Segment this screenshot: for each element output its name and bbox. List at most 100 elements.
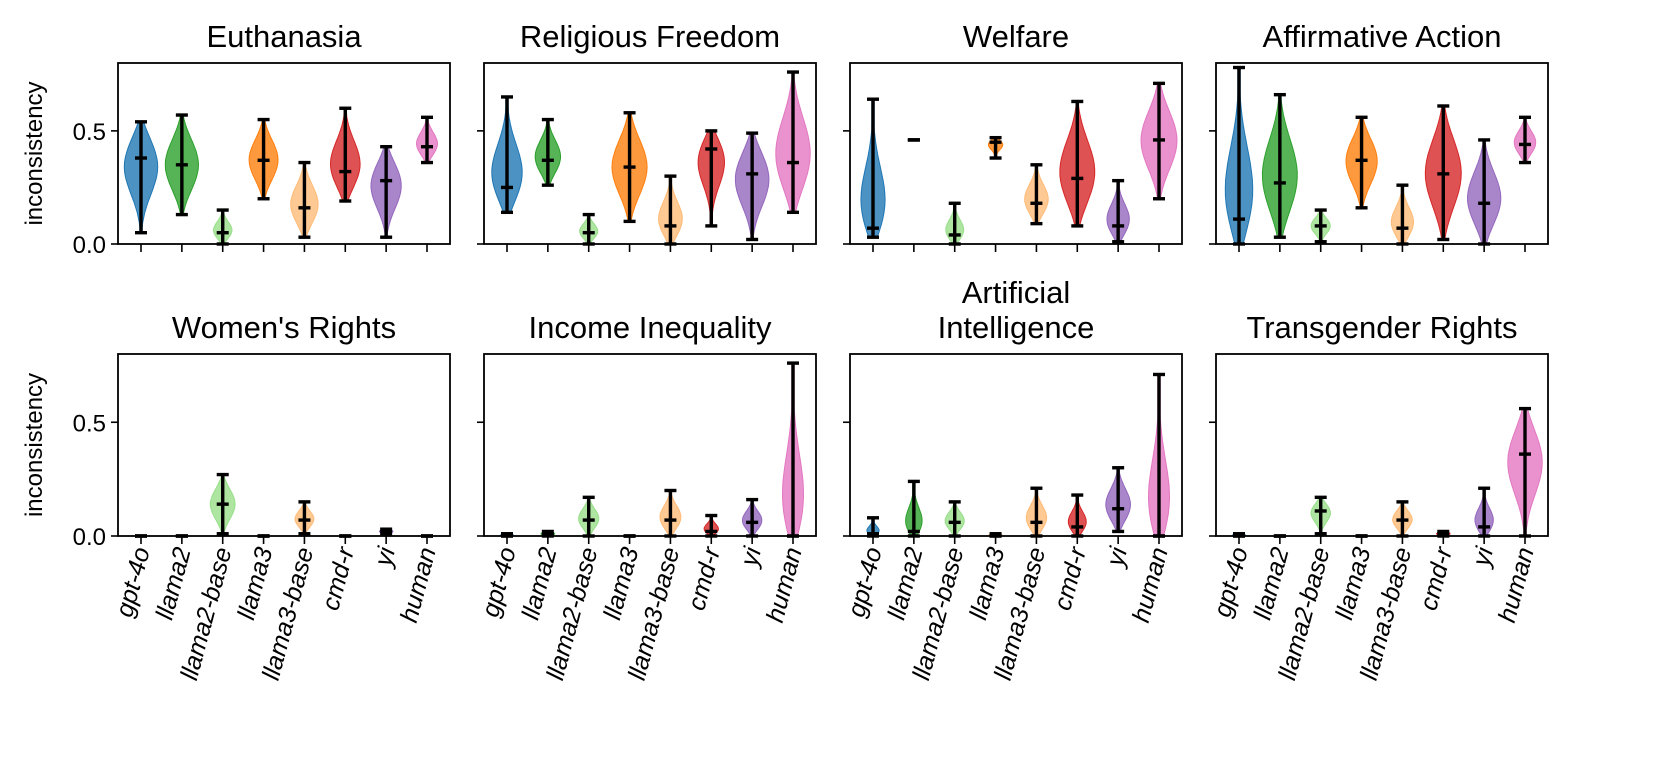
panel-frame [849, 353, 1183, 537]
panel-title-line: Income Inequality [529, 310, 772, 345]
violin-llama3 [1345, 115, 1378, 210]
panel-title: Artificial Intelligence [938, 275, 1095, 345]
violin-human [775, 70, 811, 215]
violin-yi [1466, 138, 1502, 246]
violin-yi [1105, 466, 1132, 534]
x-tick-label: llama3 [1330, 544, 1376, 622]
x-tick-label: llama3 [964, 544, 1010, 622]
y-tick-label: 0.0 [73, 232, 106, 259]
violin-llama2 [164, 113, 200, 217]
violin-llama3-base [1024, 163, 1049, 226]
panel-title-line: Euthanasia [206, 19, 362, 54]
x-tick-label: llama2 [1249, 544, 1295, 622]
x-tick-label: human [761, 544, 808, 625]
violin-cmd-r [703, 513, 719, 538]
violin-human [1513, 115, 1537, 165]
violin-cmd-r [697, 129, 726, 228]
y-tick-label: 0.5 [73, 119, 106, 146]
panel-title: Women's Rights [172, 310, 396, 345]
violin-yi [378, 527, 394, 536]
x-tick-label: yi [735, 543, 768, 571]
x-tick-label: llama3 [232, 544, 278, 622]
panel-title: Transgender Rights [1246, 310, 1517, 345]
violin-cmd-r [1067, 493, 1087, 538]
x-tick-label: gpt-4o [1208, 544, 1253, 620]
violin-cmd-r [1059, 99, 1096, 228]
x-tick-label: cmd-r [1414, 543, 1458, 614]
violin-human [1507, 406, 1543, 538]
violin-cmd-r [329, 106, 361, 203]
violin-human [415, 115, 439, 165]
y-axis-label: inconsistency [21, 81, 48, 225]
panel-affirmative-action: Affirmative Action [1209, 19, 1549, 252]
panel-transgender-rights: Transgender Rightsgpt-4ollama2llama2-bas… [1208, 310, 1549, 683]
violin-yi [370, 145, 402, 239]
panel-title-line: Religious Freedom [520, 19, 780, 54]
panel-title-line: Transgender Rights [1246, 310, 1517, 345]
violin-gpt-4o [860, 97, 886, 239]
x-tick-label: gpt-4o [842, 544, 887, 620]
violin-llama2-base [944, 500, 965, 538]
panel-frame [483, 62, 817, 245]
violin-human [1140, 81, 1178, 201]
panel-women-s-rights: Women's Rights0.00.5inconsistencygpt-4ol… [21, 310, 451, 683]
panel-title: Affirmative Action [1263, 19, 1502, 54]
panel-euthanasia: Euthanasia 0.0 0.5 inconsistency [21, 19, 451, 259]
violin-llama2-base [579, 212, 599, 246]
panel-frame [1215, 62, 1549, 245]
x-tick-label: yi [1101, 543, 1134, 571]
x-tick-label: llama2 [517, 544, 563, 622]
violin-llama3-base [1392, 500, 1413, 538]
violin-llama3-base [1390, 183, 1415, 246]
violin-llama2 [534, 117, 561, 187]
violin-llama3-base [290, 160, 319, 239]
x-tick-label: llama2 [883, 544, 929, 622]
violin-yi [742, 497, 763, 538]
x-tick-label: gpt-4o [476, 544, 521, 620]
x-tick-label: cmd-r [316, 543, 360, 614]
violin-llama2-base [1310, 208, 1331, 244]
y-tick-label: 0.5 [73, 410, 106, 437]
x-tick-label: human [1493, 544, 1540, 625]
x-tick-label: gpt-4o [110, 544, 155, 620]
panel-frame [1215, 353, 1549, 537]
panel-title: Religious Freedom [520, 19, 780, 54]
violin-llama2-base [212, 208, 233, 246]
panel-title-line: Artificial [962, 275, 1071, 310]
panel-title-line: Intelligence [938, 310, 1095, 345]
panel-title-line: Affirmative Action [1263, 19, 1502, 54]
x-tick-label: human [395, 544, 442, 625]
violin-llama2-base [1310, 495, 1331, 536]
violin-llama3 [611, 111, 648, 224]
x-tick-label: yi [1467, 543, 1500, 571]
violin-llama2-base [209, 472, 236, 536]
violin-llama3-base [1025, 486, 1048, 538]
violin-llama3-base [657, 174, 683, 246]
violin-llama2 [905, 479, 923, 538]
violin-gpt-4o [866, 516, 880, 538]
violin-llama2 [1261, 92, 1298, 239]
violin-gpt-4o [123, 120, 159, 235]
violin-cmd-r [1424, 104, 1462, 242]
violin-yi [1106, 178, 1130, 244]
violin-human [1147, 372, 1171, 538]
x-tick-label: cmd-r [1048, 543, 1092, 614]
panel-income-inequality: Income Inequalitygpt-4ollama2llama2-base… [476, 310, 817, 683]
violin-gpt-4o [491, 95, 523, 215]
panel-title: Income Inequality [529, 310, 772, 345]
violin-llama2-base [945, 201, 965, 246]
violin-yi [734, 131, 770, 242]
violin-llama3 [987, 135, 1004, 160]
y-tick-label: 0.0 [73, 524, 106, 551]
panel-title-line: Women's Rights [172, 310, 396, 345]
panel-title-line: Welfare [963, 19, 1069, 54]
violin-yi [1474, 486, 1494, 538]
violin-llama2-base [578, 495, 600, 538]
y-axis-label: inconsistency [21, 373, 48, 517]
violin-human [781, 361, 805, 538]
x-tick-label: llama2 [151, 544, 197, 622]
panel-frame [117, 62, 451, 245]
panel-title: Euthanasia [206, 19, 362, 54]
panel-welfare: Welfare [843, 19, 1183, 252]
